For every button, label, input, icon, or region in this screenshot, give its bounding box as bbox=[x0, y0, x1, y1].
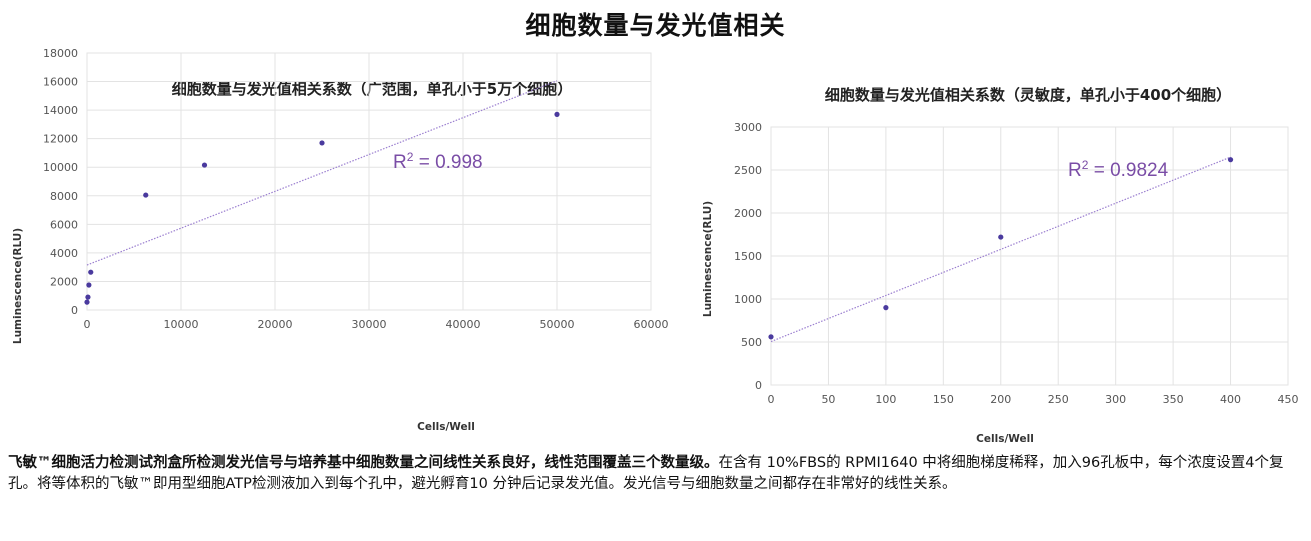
y-tick-label: 8000 bbox=[50, 190, 78, 203]
x-axis-title: Cells/Well bbox=[417, 421, 475, 433]
data-points bbox=[768, 157, 1234, 340]
data-point bbox=[85, 294, 91, 300]
x-tick-label: 0 bbox=[768, 393, 775, 406]
data-points bbox=[84, 111, 560, 305]
y-axis-title: Luminescence(RLU) bbox=[702, 201, 714, 317]
x-tick-labels: 0 50 100 150 200 250 300 350 400 450 bbox=[768, 393, 1299, 406]
y-tick-label: 2000 bbox=[50, 275, 78, 288]
x-tick-label: 200 bbox=[990, 393, 1011, 406]
data-point bbox=[86, 282, 92, 288]
data-point bbox=[201, 162, 208, 168]
chart-title: 细胞数量与发光值相关系数（灵敏度，单孔小于400个细胞） bbox=[825, 86, 1231, 104]
y-tick-label: 14000 bbox=[43, 104, 78, 117]
y-tick-label: 0 bbox=[71, 304, 78, 317]
x-tick-label: 60000 bbox=[634, 318, 669, 331]
plot-area-border bbox=[86, 52, 652, 311]
description-body: 在含有 10%FBS的 RPMI1640 中将细胞梯度稀释，加入96孔板中，每个… bbox=[8, 455, 1284, 492]
x-tick-label: 0 bbox=[84, 318, 91, 331]
y-tick-label: 1500 bbox=[734, 250, 762, 263]
data-point bbox=[143, 192, 149, 198]
y-tick-label: 2000 bbox=[734, 207, 762, 220]
x-tick-label: 40000 bbox=[446, 318, 481, 331]
data-point bbox=[88, 269, 94, 275]
plot-area-border bbox=[770, 126, 1289, 386]
data-point bbox=[319, 140, 325, 146]
y-tick-label: 500 bbox=[741, 336, 762, 349]
y-tick-labels: 0 500 1000 1500 2000 2500 3000 bbox=[734, 121, 762, 392]
data-point bbox=[998, 234, 1004, 240]
x-tick-label: 400 bbox=[1220, 393, 1241, 406]
data-point bbox=[768, 334, 774, 340]
x-tick-label: 450 bbox=[1278, 393, 1299, 406]
linear-trendline bbox=[86, 80, 558, 266]
data-point bbox=[883, 305, 889, 311]
x-axis-title: Cells/Well bbox=[976, 433, 1034, 445]
x-tick-label: 50000 bbox=[540, 318, 575, 331]
y-axis-title: Luminescence(RLU) bbox=[12, 228, 24, 344]
x-tick-label: 30000 bbox=[352, 318, 387, 331]
x-tick-label: 50 bbox=[821, 393, 835, 406]
chart-title: 细胞数量与发光值相关系数（广范围，单孔小于5万个细胞） bbox=[172, 80, 572, 98]
y-tick-label: 18000 bbox=[43, 47, 78, 60]
x-tick-label: 100 bbox=[875, 393, 896, 406]
x-tick-label: 20000 bbox=[258, 318, 293, 331]
y-tick-label: 10000 bbox=[43, 161, 78, 174]
r2-annotation: R2 = 0.998 bbox=[393, 150, 483, 173]
description-lead: 飞敏™细胞活力检测试剂盒所检测发光信号与培养基中细胞数量之间线性关系良好，线性范… bbox=[8, 455, 719, 471]
data-point bbox=[84, 299, 90, 305]
y-tick-label: 0 bbox=[755, 379, 762, 392]
gridlines bbox=[86, 52, 652, 311]
x-tick-label: 250 bbox=[1048, 393, 1069, 406]
r2-annotation: R2 = 0.9824 bbox=[1068, 158, 1169, 181]
trendline bbox=[86, 80, 558, 266]
data-point bbox=[554, 111, 560, 117]
x-tick-label: 350 bbox=[1163, 393, 1184, 406]
y-tick-label: 12000 bbox=[43, 133, 78, 146]
y-tick-labels: 0 2000 4000 6000 8000 10000 12000 14000 16000 180… bbox=[43, 47, 78, 317]
y-tick-label: 1000 bbox=[734, 293, 762, 306]
description: 飞敏™细胞活力检测试剂盒所检测发光信号与培养基中细胞数量之间线性关系良好，线性范… bbox=[8, 453, 1300, 495]
y-tick-label: 2500 bbox=[734, 164, 762, 177]
y-tick-label: 16000 bbox=[43, 76, 78, 89]
data-point bbox=[1227, 157, 1234, 163]
y-tick-label: 6000 bbox=[50, 218, 78, 231]
x-tick-label: 300 bbox=[1105, 393, 1126, 406]
gridlines bbox=[770, 126, 1289, 386]
chart-wide-range: 细胞数量与发光值相关系数（广范围，单孔小于5万个细胞） 0 2000 4000 600… bbox=[12, 47, 669, 433]
x-tick-labels: 0 10000 20000 30000 40000 50000 60000 bbox=[84, 318, 669, 331]
page-title: 细胞数量与发光值相关 bbox=[525, 11, 786, 40]
x-tick-label: 150 bbox=[933, 393, 954, 406]
y-tick-label: 3000 bbox=[734, 121, 762, 134]
y-tick-label: 4000 bbox=[50, 247, 78, 260]
chart-sensitivity: 细胞数量与发光值相关系数（灵敏度，单孔小于400个细胞） 05001000150… bbox=[702, 86, 1299, 445]
x-tick-label: 10000 bbox=[164, 318, 199, 331]
